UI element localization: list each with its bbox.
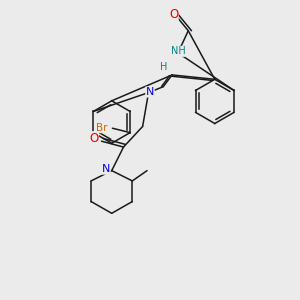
Text: N: N [102,164,110,174]
Text: NH: NH [171,46,185,56]
Text: N: N [146,87,154,97]
Text: H: H [160,62,167,72]
Text: O: O [169,8,178,21]
Text: Br: Br [97,123,108,133]
Text: O: O [89,132,98,145]
